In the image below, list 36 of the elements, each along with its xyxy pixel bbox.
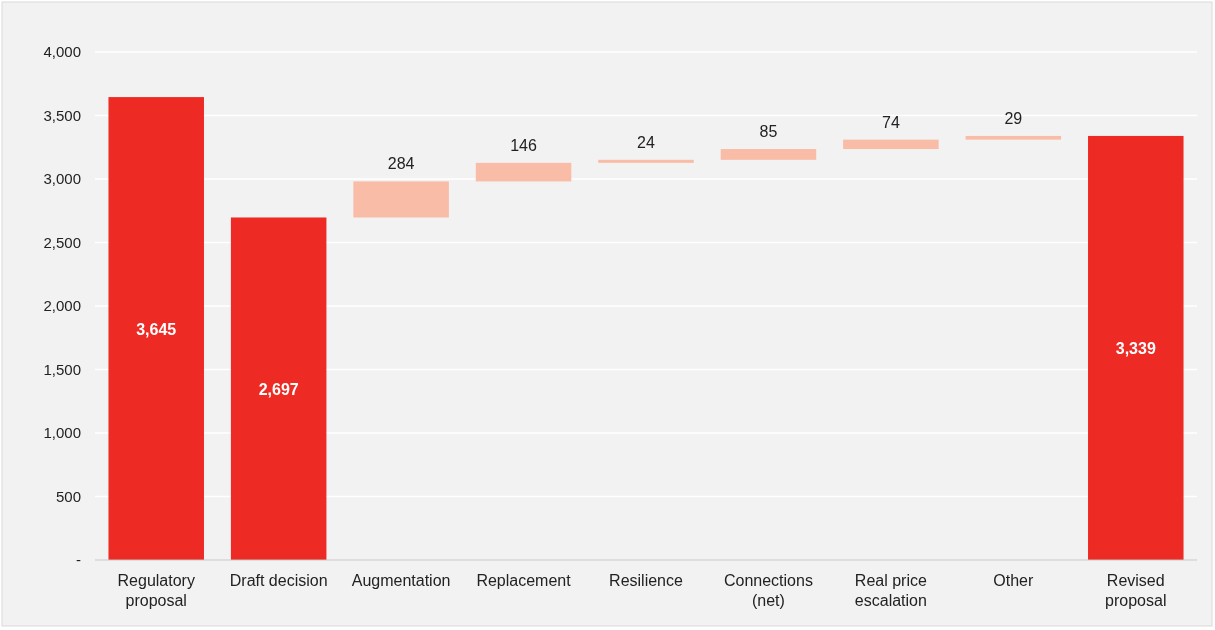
data-label: 29 (1004, 109, 1023, 127)
bar (965, 135, 1062, 140)
bar (843, 139, 939, 150)
x-tick-label: Regulatory proposal (117, 572, 195, 609)
x-tick-label: Other (993, 572, 1035, 589)
y-tick-label: 3,000 (43, 170, 81, 188)
data-label: 74 (881, 113, 900, 131)
bar (598, 159, 694, 163)
data-label: 2,697 (258, 380, 299, 398)
data-label: 146 (510, 136, 537, 154)
y-tick-label: 3,500 (43, 106, 81, 124)
x-tick-label: Resilience (609, 572, 684, 589)
bar (108, 97, 204, 560)
y-tick-label: 1,000 (43, 424, 81, 442)
data-label: 3,339 (1115, 339, 1156, 357)
x-tick-label: Draft decision (229, 572, 328, 589)
y-tick-label: 2,000 (43, 297, 81, 315)
x-tick-label: Augmentation (351, 572, 451, 589)
data-label: 284 (387, 155, 415, 173)
x-tick-label: Replacement (476, 572, 572, 589)
x-tick-label: Connections (net) (723, 572, 813, 609)
x-tick-label: Revised proposal (1105, 572, 1167, 609)
y-tick-label: - (76, 551, 81, 569)
bar (1088, 135, 1184, 560)
bar (475, 162, 572, 182)
data-label: 3,645 (136, 320, 177, 338)
y-tick-label: 2,500 (43, 233, 81, 251)
y-tick-label: 500 (55, 487, 81, 505)
data-label: 24 (637, 133, 655, 151)
bar (230, 217, 327, 560)
data-label: 85 (759, 123, 778, 141)
x-tick-label: Real price escalation (854, 572, 928, 609)
bar (353, 181, 449, 218)
y-tick-label: 1,500 (43, 360, 81, 378)
bar (720, 149, 817, 160)
y-tick-label: 4,000 (43, 43, 81, 61)
